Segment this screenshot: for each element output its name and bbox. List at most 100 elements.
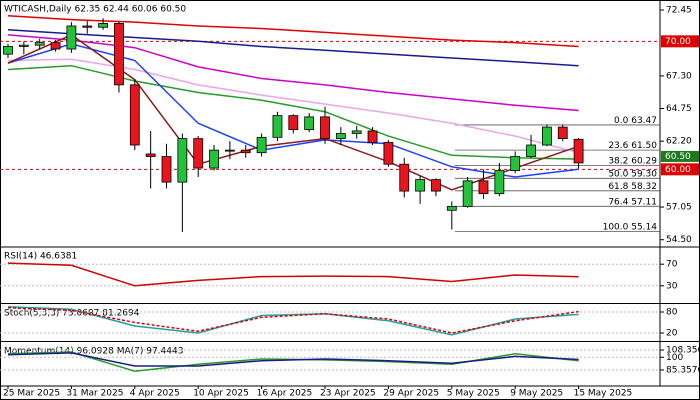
candle-body: [462, 180, 473, 207]
candle-body: [573, 138, 584, 164]
fib-ratio: 0.0: [614, 115, 629, 125]
fib-label: 50.0 59.30: [608, 169, 657, 179]
stoch-title: Stoch(5,3,3) 73.0697 81.2694: [4, 309, 140, 319]
price-tag-label: 60.00: [665, 165, 691, 175]
x-tick-label: 10 Apr 2025: [193, 389, 249, 399]
candle-body: [161, 156, 172, 183]
candle-body: [494, 170, 505, 195]
last-price-tag: [661, 150, 699, 162]
y-tick-label: 30: [666, 281, 678, 291]
x-tick-label: 16 Apr 2025: [257, 389, 313, 399]
fib-label: 100.0 55.14: [603, 222, 658, 232]
candle-body: [351, 130, 362, 134]
indicator-line: [7, 64, 579, 160]
x-tick-label: 5 May 2025: [447, 389, 500, 399]
indicator-line: [7, 29, 579, 67]
fib-price: 55.14: [631, 222, 657, 232]
fib-label: 61.8 58.32: [608, 181, 657, 191]
candle-body: [320, 116, 330, 140]
fib-ratio: 23.6: [608, 141, 628, 151]
candle-body: [145, 153, 156, 157]
y-tick-label: 62.20: [666, 137, 692, 147]
x-tick-label: 15 May 2025: [574, 389, 633, 399]
fib-ratio: 100.0: [603, 222, 629, 232]
indicator-line: [7, 34, 579, 191]
candle-body: [193, 138, 204, 169]
candle-body: [510, 156, 521, 172]
price-tag: [661, 163, 699, 176]
candle-body: [3, 46, 13, 55]
price-tag-label: 70.00: [665, 37, 691, 47]
momentum-title: Momentum(14) 96.0928 MA(7) 97.4443: [4, 347, 183, 357]
price-tag: [661, 35, 699, 48]
rsi-title: RSI(14) 46.6381: [4, 252, 77, 262]
fib-price: 63.47: [631, 115, 657, 125]
candle-body: [256, 136, 267, 154]
fib-price: 60.29: [631, 156, 657, 166]
y-tick-label: 64.75: [666, 104, 692, 114]
last-price-label: 60.50: [665, 152, 691, 162]
candle-body: [431, 179, 441, 192]
candle-body: [288, 115, 299, 131]
y-tick-label: 54.50: [666, 235, 692, 245]
indicator-line: [7, 34, 579, 112]
candle-body: [114, 23, 124, 86]
fib-ratio: 61.8: [608, 181, 628, 191]
x-tick-label: 31 Mar 2025: [66, 389, 123, 399]
candle-body: [478, 180, 489, 195]
indicator-line: [7, 14, 579, 48]
y-tick-label: 20: [666, 329, 678, 339]
y-tick-label: 80: [666, 308, 678, 318]
x-tick-label: 4 Apr 2025: [130, 389, 180, 399]
y-tick-label: 100: [666, 353, 683, 363]
candle-body: [446, 206, 457, 211]
candle-body: [34, 42, 45, 46]
candle-body: [272, 115, 283, 138]
candle-body: [82, 25, 93, 28]
candle-body: [399, 163, 410, 192]
fib-ratio: 38.2: [608, 156, 628, 166]
fib-label: 76.4 57.11: [608, 197, 657, 207]
candle-body: [557, 126, 568, 140]
fib-label: 38.2 60.29: [608, 156, 657, 166]
candle-body: [383, 142, 394, 165]
indicator-line: [7, 307, 579, 334]
candle-body: [209, 149, 219, 169]
candle-body: [50, 42, 61, 50]
indicator-line: [7, 262, 579, 287]
fib-price: 57.11: [631, 197, 657, 207]
y-tick-label: 57.05: [666, 203, 692, 213]
y-tick-label: 85.3576: [666, 365, 700, 375]
candle-body: [526, 144, 536, 157]
x-tick-label: 23 Apr 2025: [320, 389, 376, 399]
candle-body: [224, 149, 235, 152]
candle-body: [129, 84, 140, 146]
candle-body: [66, 25, 77, 50]
chart-title: WTICASH,Daily 62.35 62.44 60.06 60.50: [4, 5, 186, 15]
candle-body: [542, 126, 552, 146]
fib-ratio: 50.0: [608, 169, 628, 179]
y-tick-label: 67.30: [666, 71, 692, 81]
fib-price: 58.32: [631, 181, 657, 191]
candle-body: [335, 133, 346, 140]
candle-body: [415, 179, 426, 192]
fib-ratio: 76.4: [608, 197, 628, 207]
fib-price: 59.30: [631, 169, 657, 179]
fib-label: 23.6 61.50: [608, 141, 657, 151]
fib-label: 0.0 63.47: [614, 115, 657, 125]
y-tick-label: 72.45: [666, 5, 692, 15]
indicator-line: [7, 352, 579, 367]
y-tick-label: 70: [666, 260, 678, 270]
candle-body: [367, 130, 378, 143]
candle-body: [98, 23, 108, 28]
candle-body: [304, 116, 315, 131]
indicator-line: [7, 58, 579, 154]
fib-price: 61.50: [631, 141, 657, 151]
x-tick-label: 9 May 2025: [510, 389, 563, 399]
candle-body: [18, 44, 29, 47]
x-tick-label: 25 Mar 2025: [3, 389, 60, 399]
candle-body: [177, 138, 188, 183]
